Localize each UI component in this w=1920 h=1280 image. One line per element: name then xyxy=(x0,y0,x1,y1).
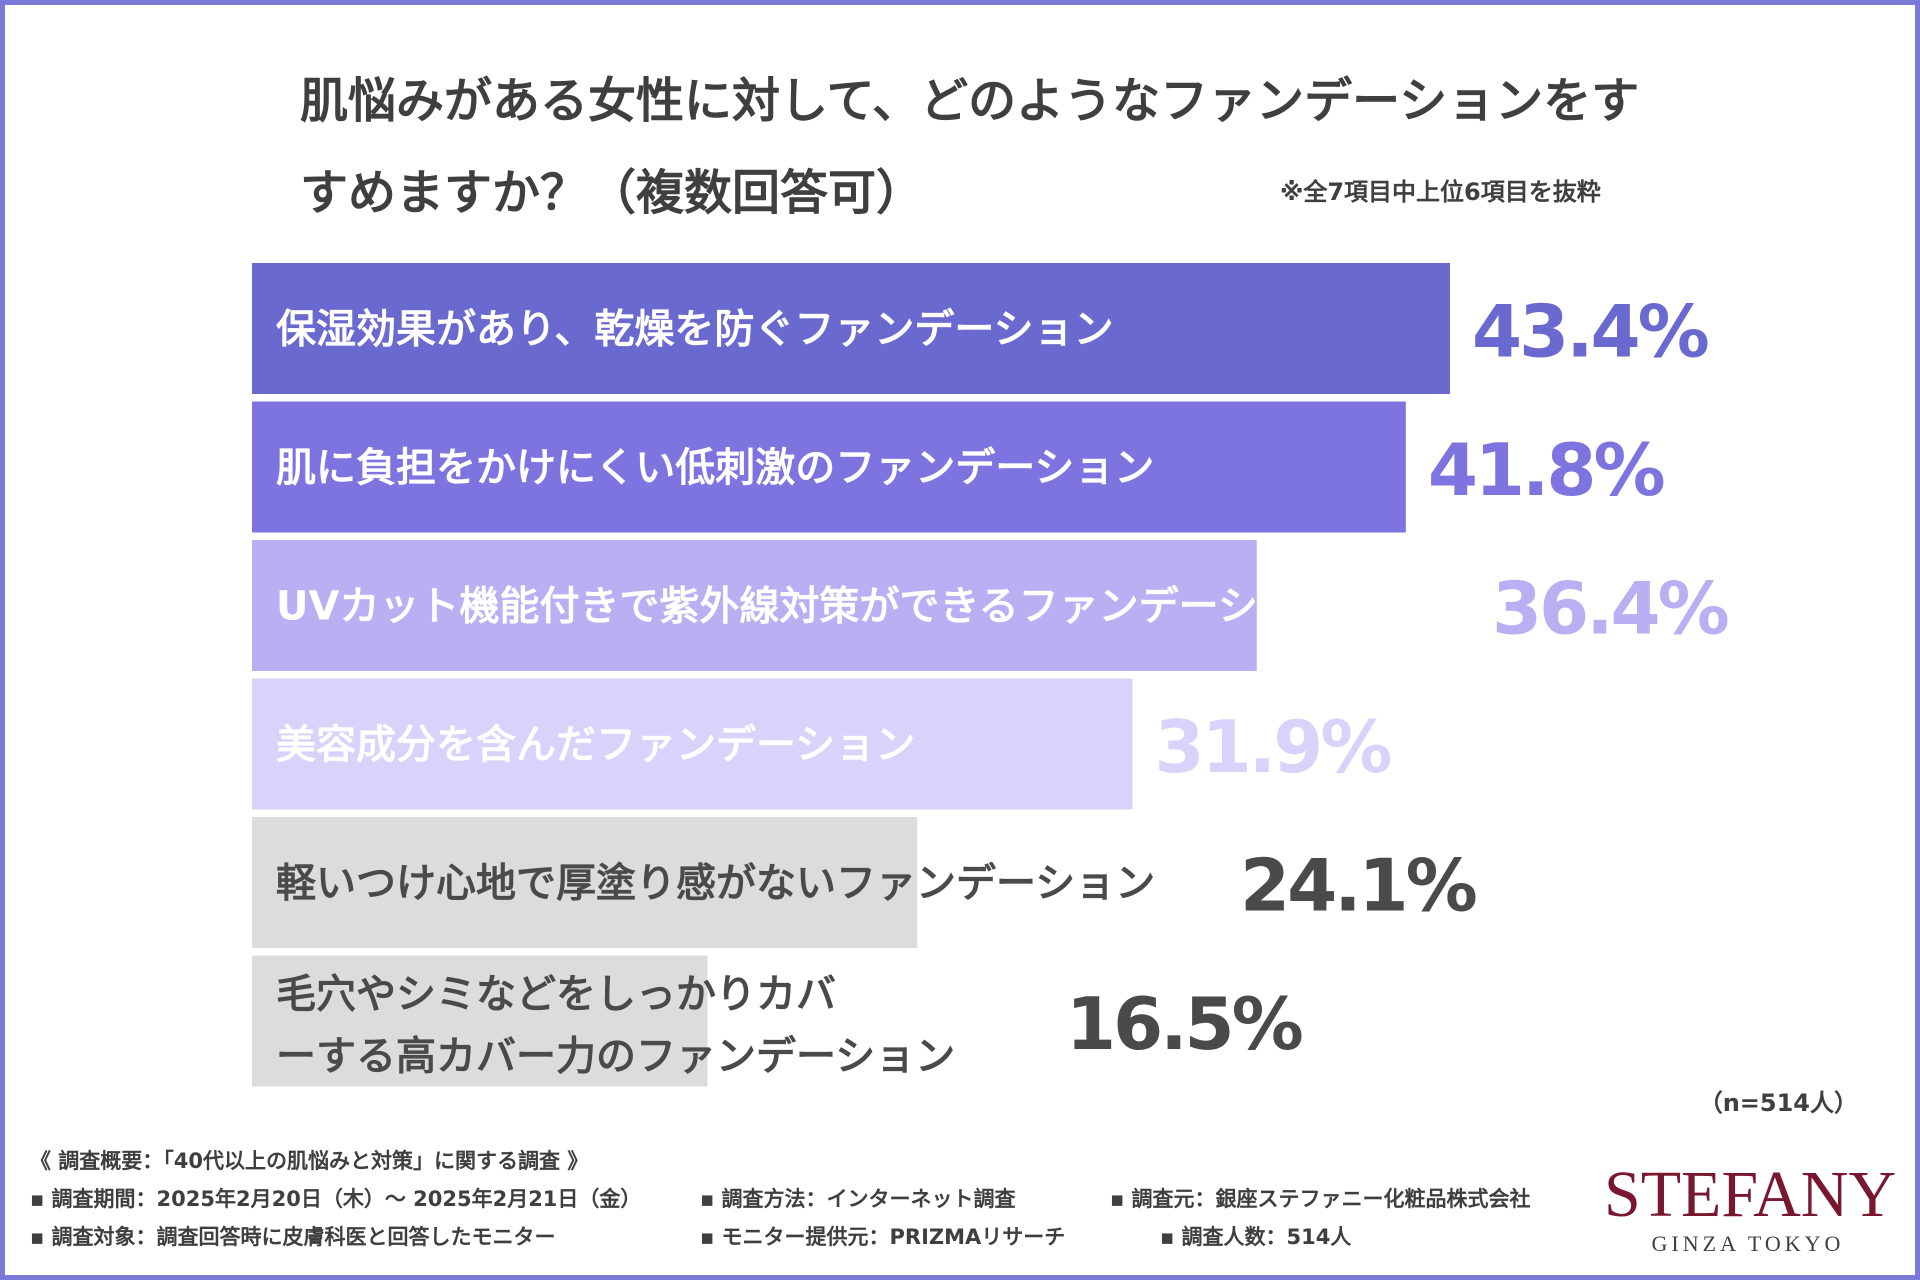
value-label-1: 43.4% xyxy=(1472,290,1708,374)
category-label-6: 毛穴やシミなどをしっかりカバーする高カバー力のファンデーション xyxy=(276,972,955,1080)
brand-logo-sub: GINZA TOKYO xyxy=(1651,1231,1845,1256)
category-label-1: 保湿効果があり、乾燥を防ぐファンデーション xyxy=(276,307,1114,353)
survey-method: ▪ 調査方法：インターネット調査 xyxy=(700,1187,1016,1211)
survey-organizer: ▪ 調査元：銀座ステファニー化粧品株式会社 xyxy=(1110,1187,1531,1211)
brand-logo: STEFANY GINZA TOKYO xyxy=(1604,1158,1897,1258)
bar-1 xyxy=(252,263,1450,394)
brand-logo-name: STEFANY xyxy=(1604,1158,1897,1231)
value-label-5: 24.1% xyxy=(1240,844,1476,928)
bar-5 xyxy=(252,817,918,948)
bar-2 xyxy=(252,401,1406,533)
survey-target: ▪ 調査対象：調査回答時に皮膚科医と回答したモニター xyxy=(30,1225,556,1249)
chart-title: 肌悩みがある女性に対して、どのようなファンデーションをすすめますか？（複数回答可… xyxy=(300,73,1640,221)
category-label-3: UVカット機能付きで紫外線対策ができるファンデーション xyxy=(276,584,1338,630)
bar-4 xyxy=(252,678,1133,810)
category-label-4: 美容成分を含んだファンデーション xyxy=(276,722,915,768)
survey-provider: ▪ モニター提供元：PRIZMAリサーチ xyxy=(700,1225,1066,1249)
value-label-3: 36.4% xyxy=(1492,567,1728,651)
category-label-5: 軽いつけ心地で厚塗り感がないファンデーション xyxy=(276,861,1155,907)
bar-6 xyxy=(252,955,708,1087)
chart-note: ※全7項目中上位6項目を抜粋 xyxy=(1280,178,1601,206)
survey-period: ▪ 調査期間：2025年2月20日（木）～ 2025年2月21日（金） xyxy=(30,1187,642,1211)
category-label-2: 肌に負担をかけにくい低刺激のファンデーション xyxy=(276,445,1154,491)
survey-count: ▪ 調査人数：514人 xyxy=(1160,1225,1352,1249)
value-label-2: 41.8% xyxy=(1428,428,1664,512)
sample-size-label: （n=514人） xyxy=(1698,1089,1858,1117)
survey-heading: 《 調査概要：「40代以上の肌悩みと対策」に関する調査 》 xyxy=(30,1149,589,1173)
value-label-6: 16.5% xyxy=(1066,982,1302,1066)
value-label-4: 31.9% xyxy=(1155,705,1391,789)
bar-3 xyxy=(252,540,1257,671)
